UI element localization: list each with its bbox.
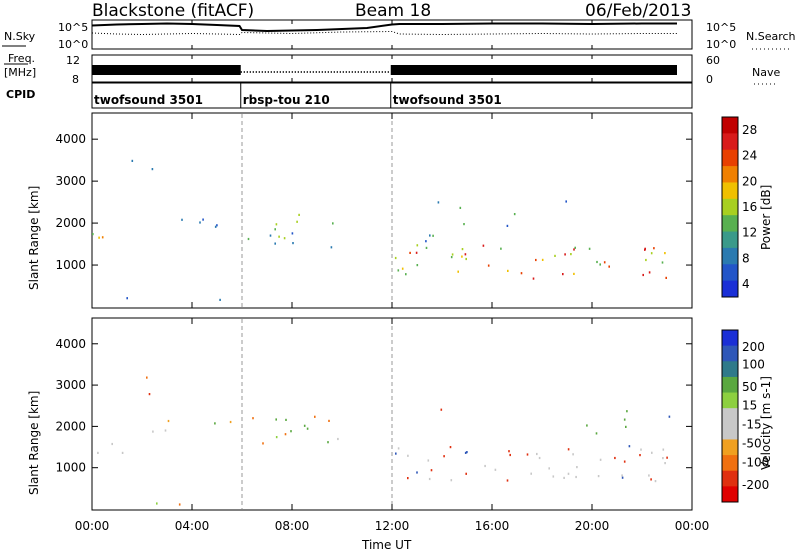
power-colorbar-swatch-0 — [722, 117, 738, 134]
xtick-5: 20:00 — [575, 519, 610, 533]
power-colorbar-tick-5: 24 — [742, 149, 757, 163]
chart-title: Blackstone (fitACF) — [92, 1, 254, 21]
power-region-6 — [425, 200, 567, 243]
cpid-panel — [91, 82, 693, 109]
nave-label: Nave — [752, 66, 780, 79]
velocity-ytick-1: 2000 — [55, 419, 86, 433]
power-colorbar-tick-3: 16 — [742, 200, 757, 214]
velocity-ytick-0: 1000 — [55, 461, 86, 475]
beam-label: Beam 18 — [355, 1, 431, 21]
power-colorbar-swatch-8 — [722, 247, 738, 265]
power-region-5 — [394, 244, 667, 280]
power-colorbar-swatch-9 — [722, 264, 738, 282]
power-ytick-0: 1000 — [55, 258, 86, 272]
power-colorbar-swatch-1 — [722, 133, 738, 151]
velocity-region-5 — [395, 447, 668, 483]
power-colorbar-swatch-7 — [722, 231, 738, 249]
power-ylabel: Slant Range [km] — [27, 186, 41, 290]
power-colorbar-swatch-5 — [722, 198, 738, 216]
velocity-colorbar-swatch-4 — [722, 392, 738, 409]
power-ytick-1: 2000 — [55, 216, 86, 230]
velocity-colorbar-swatch-7 — [722, 439, 738, 456]
cpid-label: CPID — [6, 88, 35, 101]
date-label: 06/Feb/2013 — [585, 1, 691, 21]
velocity-colorbar-swatch-9 — [722, 470, 738, 487]
velocity-colorbar-tick-0: 200 — [742, 340, 765, 354]
freq-label: Freq. — [8, 52, 35, 65]
cpid-entry-0: twofsound 3501 — [94, 93, 203, 107]
velocity-colorbar-swatch-8 — [722, 455, 738, 472]
xtick-1: 04:00 — [175, 519, 210, 533]
velocity-ytick-2: 3000 — [55, 378, 86, 392]
power-region-4 — [131, 159, 154, 171]
xtick-0: 00:00 — [75, 519, 110, 533]
time-xlabel: Time UT — [361, 538, 412, 552]
noise-series-nsearch — [91, 30, 677, 36]
velocity-colorbar-tick-2: 50 — [742, 380, 757, 394]
velocity-colorbar-tick-4: -15 — [742, 418, 762, 432]
power-colorbar-swatch-2 — [722, 149, 738, 167]
nsky-label: N.Sky — [4, 30, 36, 43]
freq-ytick-left-top: 12 — [66, 54, 80, 67]
freq-ytick-right-bottom: 0 — [706, 73, 713, 86]
power-colorbar-swatch-10 — [722, 280, 738, 298]
power-colorbar-swatch-6 — [722, 215, 738, 233]
power-colorbar-tick-0: 4 — [742, 277, 750, 291]
cpid-entry-1: rbsp-tou 210 — [243, 93, 330, 107]
velocity-colorbar-tick-3: 15 — [742, 399, 757, 413]
velocity-colorbar-swatch-0 — [722, 330, 738, 347]
xtick-3: 12:00 — [375, 519, 410, 533]
velocity-ylabel: Slant Range [km] — [27, 391, 41, 495]
velocity-region-2 — [252, 415, 339, 445]
power-colorbar-tick-1: 8 — [742, 251, 750, 265]
power-region-3 — [126, 297, 221, 301]
velocity-region-1 — [152, 419, 232, 433]
xtick-2: 08:00 — [275, 519, 310, 533]
velocity-colorbar-swatch-5 — [722, 408, 738, 425]
noise-ytick-right-top: 10^5 — [706, 21, 736, 34]
velocity-colorbar-tick-6: -100 — [742, 455, 769, 469]
velocity-ytick-3: 4000 — [55, 337, 86, 351]
noise-series-nsky — [91, 22, 677, 33]
freq-ytick-right-top: 60 — [706, 54, 720, 67]
xtick-6: 00:00 — [675, 519, 710, 533]
noise-ytick-left-bottom: 10^0 — [58, 38, 88, 51]
power-colorbar-swatch-3 — [722, 166, 738, 183]
freq-unit-label: [MHz] — [4, 66, 36, 79]
velocity-colorbar-swatch-2 — [722, 361, 738, 378]
power-colorbar-tick-4: 20 — [742, 174, 757, 188]
xtick-4: 16:00 — [475, 519, 510, 533]
freq-ytick-left-bottom: 8 — [72, 73, 79, 86]
velocity-colorbar-swatch-6 — [722, 423, 738, 440]
velocity-colorbar-swatch-10 — [722, 486, 738, 503]
velocity-colorbar-swatch-1 — [722, 345, 738, 362]
velocity-colorbar-tick-5: -50 — [742, 437, 762, 451]
noise-ytick-right-bottom: 10^0 — [706, 38, 736, 51]
power-region-0 — [92, 233, 104, 239]
velocity-region-3 — [156, 502, 181, 506]
power-colorbar-swatch-4 — [722, 182, 738, 200]
velocity-colorbar-label: Velocity [m s-1] — [759, 376, 773, 470]
power-colorbar-label: Power [dB] — [759, 185, 773, 250]
power-colorbar-tick-2: 12 — [742, 226, 757, 240]
velocity-region-6 — [440, 408, 671, 449]
nsearch-label: N.Search — [746, 30, 796, 43]
velocity-colorbar-tick-7: -200 — [742, 478, 769, 492]
power-colorbar-tick-6: 28 — [742, 123, 757, 137]
power-ytick-2: 3000 — [55, 174, 86, 188]
freq-segment-0 — [92, 65, 241, 75]
velocity-region-0 — [97, 442, 124, 454]
velocity-colorbar-swatch-3 — [722, 376, 738, 394]
power-ytick-3: 4000 — [55, 132, 86, 146]
cpid-entry-2: twofsound 3501 — [393, 93, 502, 107]
velocity-colorbar-tick-1: 100 — [742, 357, 765, 371]
power-region-2 — [247, 213, 334, 249]
velocity-region-4 — [146, 376, 151, 396]
power-region-1 — [181, 218, 218, 228]
noise-ytick-left-top: 10^5 — [58, 21, 88, 34]
freq-segment-2 — [390, 65, 677, 75]
